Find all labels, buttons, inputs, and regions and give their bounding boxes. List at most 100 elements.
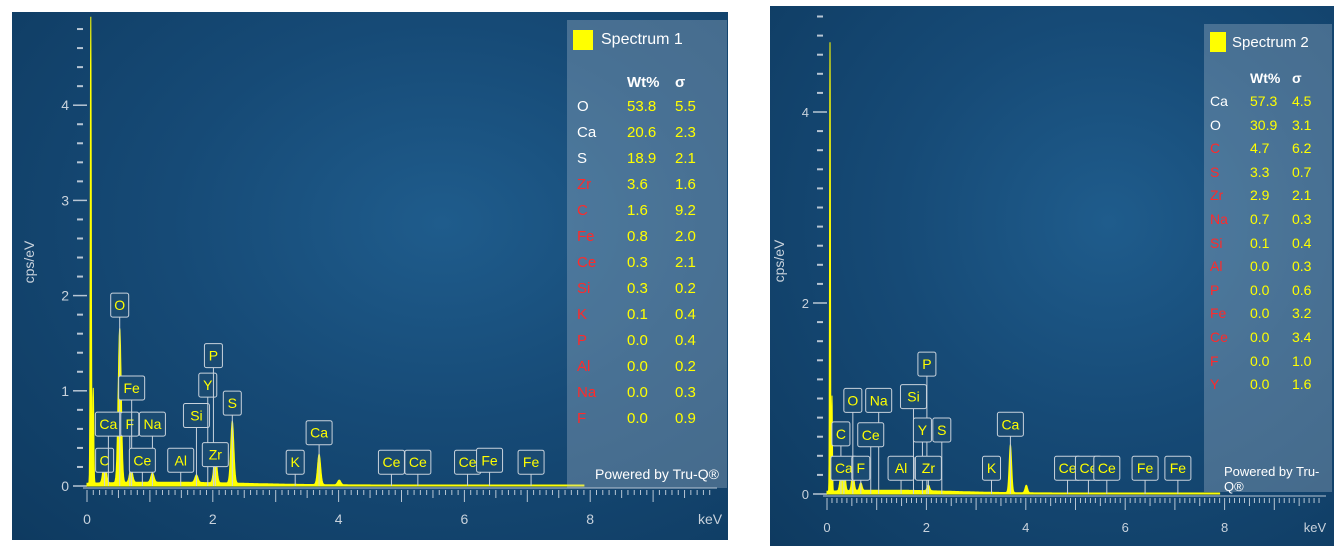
spectrum-1-panel: 0 1 2 3 4 cps/eV 0 2 4 6 8 keV C Ca F O Fe Na Ce Al Si Y P Zr S K… [12,12,728,540]
weight-percent: 0.3 [627,254,648,271]
element-column-header [577,70,627,94]
y-tick-label: 1 [61,383,69,399]
x-axis: 0 2 4 6 8 keV [823,495,1327,535]
sigma-value: 0.3 [1292,258,1312,275]
peak-label-box [865,387,893,413]
element-symbol: Ca [577,124,597,141]
element-symbol: Zr [577,176,592,193]
peak-label-box [404,449,432,475]
weight-percent: 0.0 [1250,352,1270,369]
element-symbol: O [577,98,589,115]
peak-label-box [120,411,140,437]
weight-percent: 18.9 [627,150,657,167]
composition-table: Wt% σ O 53.8 5.5 Ca 20.6 2.3 S 18.9 2.1 Zr 3.6 1.6 C… [577,70,715,432]
legend-title: Spectrum 2 [1232,33,1309,51]
weight-percent: 0.3 [627,280,648,297]
weight-percent: 2.9 [1250,187,1270,204]
weight-percent: 0.0 [1250,258,1270,275]
element-symbol: F [577,410,587,427]
weight-percent: 3.3 [1250,163,1270,180]
composition-row: Al 0.0 0.2 [577,354,715,380]
weight-percent: 0.7 [1250,210,1270,227]
y-axis-label: cps/eV [21,240,37,283]
peak-label-tag: Al [887,455,915,494]
composition-row: Si 0.1 0.4 [1210,232,1328,256]
composition-table: Wt% σ Ca 57.3 4.5 O 30.9 3.1 C 4.7 6.2 S 3.3 0.7 Zr 2… [1210,66,1328,397]
peak-label-box [932,417,952,443]
powered-by-text: Powered by Tru-Q® [595,466,719,482]
peak-label-box [118,375,146,401]
peak-label-tag: O [843,387,863,494]
x-tick-label: 0 [83,511,91,527]
peak-label-text: Ce [1079,460,1097,476]
element-symbol: Zr [1210,187,1224,204]
weight-percent: 57.3 [1250,93,1278,109]
composition-row: F 0.0 0.9 [577,406,715,432]
wt-column-header: Wt% [627,73,660,91]
sigma-value: 2.1 [1292,187,1312,204]
peak-label-tag: Ca [996,411,1024,494]
composition-row: Na 0.7 0.3 [1210,208,1328,232]
element-symbol: C [1210,140,1221,157]
sigma-value: 0.2 [675,358,696,375]
sigma-value: 0.3 [1292,210,1312,227]
x-tick-label: 4 [335,511,343,527]
element-symbol: Ce [577,254,597,271]
peak-label-box [305,420,333,446]
peak-label-box [1131,455,1159,481]
peak-label-text: F [125,416,134,432]
y-tick-label: 2 [61,288,69,304]
peak-label-text: F [857,460,866,476]
peak-label-box [912,417,932,443]
peak-label-text: Ce [862,427,880,443]
peak-label-box [222,390,242,416]
peak-label-text: Y [918,422,928,438]
x-tick-label: 4 [1022,520,1029,535]
composition-row: Zr 2.9 2.1 [1210,184,1328,208]
composition-row: Al 0.0 0.3 [1210,255,1328,279]
sigma-value: 1.0 [1292,352,1312,369]
peak-label-tag: Y [198,372,218,486]
composition-row: Ca 57.3 4.5 [1210,90,1328,114]
element-symbol: O [1210,116,1221,133]
peak-label-text: P [209,348,218,364]
element-symbol: Si [1210,234,1223,251]
wt-column-header: Wt% [1250,70,1281,86]
weight-percent: 3.6 [627,176,648,193]
peak-label-box [843,387,863,413]
element-symbol: Al [577,358,591,375]
x-axis-label: keV [1304,520,1327,535]
peak-label-text: Y [203,377,213,393]
peak-label-box [138,411,166,437]
sigma-value: 0.2 [675,280,696,297]
peak-label-tag: Fe [1131,455,1159,494]
sigma-value: 3.2 [1292,305,1312,322]
sigma-value: 1.6 [1292,376,1312,393]
peak-label-tag: Si [182,403,210,486]
peak-label-tag: O [110,292,130,486]
weight-percent: 0.0 [1250,328,1270,345]
y-tick-label: 4 [802,105,809,120]
y-tick-label: 4 [61,97,69,113]
peak-label-tag: Ca [305,420,333,486]
peak-label-tag: Fe [476,447,504,486]
element-symbol: Na [1210,210,1228,227]
element-symbol: Fe [1210,305,1227,322]
weight-percent: 30.9 [1250,116,1278,133]
element-symbol: Y [1210,376,1220,393]
element-symbol: S [1210,163,1220,180]
sigma-value: 6.2 [1292,140,1312,157]
composition-row: S 3.3 0.7 [1210,161,1328,185]
peak-label-text: P [922,356,931,372]
element-symbol: P [1210,281,1220,298]
peak-label-tag: F [851,455,871,494]
element-column-header [1210,66,1250,90]
x-tick-label: 6 [461,511,469,527]
peak-label-text: Ce [1059,460,1077,476]
peak-label-text: Ce [409,454,427,470]
sigma-value: 2.0 [675,228,696,245]
y-axis-label: cps/eV [771,239,787,282]
peak-label-text: O [847,392,858,408]
peak-label-text: Al [174,452,186,468]
